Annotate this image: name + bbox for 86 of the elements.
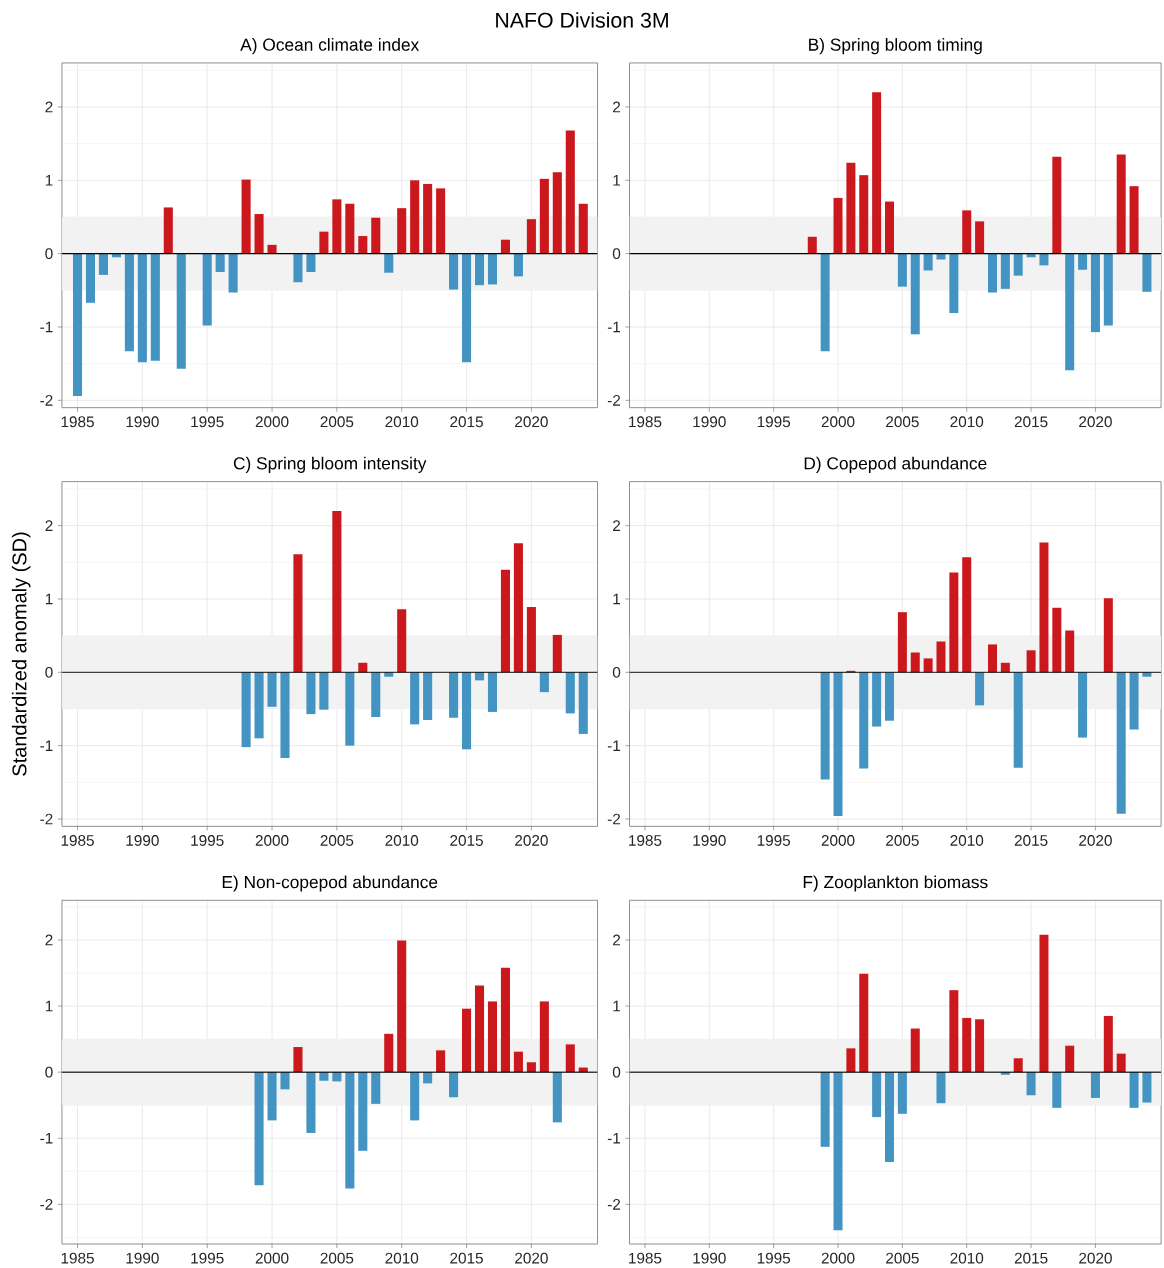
x-tick-label: 1985: [61, 416, 94, 428]
y-tick-label: -1: [607, 740, 621, 751]
y-tick-label: 2: [613, 101, 620, 113]
x-tick-label: 2015: [450, 416, 483, 428]
y-tick-label: -2: [607, 813, 620, 825]
x-tick-label: 1995: [191, 416, 224, 428]
y-tick-label: 0: [612, 666, 621, 678]
y-tick-label: 0: [612, 248, 621, 260]
y-tick-label: -1: [607, 321, 621, 333]
x-tick-label: 2010: [385, 416, 419, 428]
y-tick-label: 0: [45, 666, 53, 678]
x-tick-label: 1985: [629, 1252, 662, 1264]
x-tick-label: 2005: [886, 1252, 919, 1264]
x-tick-label: 2000: [821, 1252, 855, 1264]
y-tick-label: 1: [613, 1000, 621, 1012]
y-tick-label: -1: [607, 1132, 621, 1144]
x-tick-label: 2020: [1079, 416, 1112, 428]
x-tick-label: 1995: [191, 1252, 224, 1264]
y-tick-label: 2: [45, 934, 53, 946]
y-tick-label: 0: [45, 248, 53, 260]
x-tick-label: 1995: [191, 835, 224, 846]
x-tick-label: 2010: [950, 416, 984, 428]
y-tick-label: 0: [612, 1066, 621, 1078]
x-tick-label: 2000: [255, 835, 289, 846]
x-tick-label: 1985: [629, 835, 662, 846]
x-tick-label: 1990: [693, 416, 726, 428]
x-tick-label: 2000: [255, 1252, 289, 1264]
y-tick-label: 2: [45, 520, 53, 531]
y-tick-label: 2: [613, 934, 620, 946]
x-tick-label: 2015: [1014, 416, 1048, 428]
y-axis-title: Standardized anomaly (SD): [11, 532, 31, 776]
y-tick-label: -2: [40, 813, 53, 825]
x-tick-label: 1995: [757, 835, 791, 846]
y-tick-label: 1: [613, 593, 621, 605]
x-tick-label: 2020: [515, 1252, 548, 1264]
chart-title: F) Zooplankton biomass: [803, 875, 988, 892]
x-tick-label: 2015: [450, 835, 483, 846]
y-tick-label: 2: [613, 520, 620, 531]
x-tick-label: 2005: [320, 835, 354, 846]
y-tick-label: 1: [613, 175, 621, 186]
x-tick-label: 2020: [1079, 835, 1112, 846]
chart-title: C) Spring bloom intensity: [233, 456, 427, 473]
y-tick-label: 1: [45, 593, 53, 605]
x-tick-label: 2005: [320, 1252, 354, 1264]
y-tick-label: 1: [45, 175, 53, 186]
x-tick-label: 2010: [950, 835, 984, 846]
x-tick-label: 1990: [693, 1252, 726, 1264]
x-tick-label: 1985: [61, 835, 94, 846]
x-tick-label: 1990: [126, 835, 159, 846]
y-tick-label: 1: [45, 1000, 53, 1012]
x-tick-label: 2000: [821, 416, 855, 428]
x-tick-label: 2015: [450, 1252, 483, 1264]
x-tick-label: 1985: [629, 416, 662, 428]
x-tick-label: 2010: [385, 835, 419, 846]
x-tick-label: 1995: [757, 416, 791, 428]
x-tick-label: 2005: [320, 416, 354, 428]
chart-title: A) Ocean climate index: [240, 38, 420, 55]
x-tick-label: 2005: [886, 416, 919, 428]
chart-title: B) Spring bloom timing: [809, 38, 982, 55]
x-tick-label: 2010: [385, 1252, 419, 1264]
y-tick-label: -1: [40, 321, 53, 333]
x-tick-label: 1990: [126, 416, 159, 428]
x-tick-label: 2015: [1014, 835, 1048, 846]
chart-title: D) Copepod abundance: [804, 456, 987, 473]
x-tick-label: 2005: [886, 835, 919, 846]
y-tick-label: 2: [45, 101, 53, 113]
x-tick-label: 1995: [757, 1252, 791, 1264]
y-tick-label: -1: [40, 740, 53, 751]
x-tick-label: 2000: [255, 416, 289, 428]
y-tick-label: 0: [45, 1066, 53, 1078]
y-tick-label: -1: [40, 1132, 53, 1144]
x-tick-label: 1990: [126, 1252, 159, 1264]
x-tick-label: 2020: [515, 416, 548, 428]
x-tick-label: 2020: [1079, 1252, 1112, 1264]
chart-title: E) Non-copepod abundance: [222, 875, 438, 892]
y-tick-label: -2: [40, 394, 53, 406]
text: NAFO Division 3M: [496, 12, 668, 28]
x-tick-label: 1990: [693, 835, 726, 846]
y-tick-label: -2: [607, 1199, 620, 1210]
x-tick-label: 1985: [61, 1252, 94, 1264]
y-tick-label: -2: [40, 1199, 53, 1210]
x-tick-label: 2015: [1014, 1252, 1048, 1264]
x-tick-label: 2010: [950, 1252, 984, 1264]
x-tick-label: 2000: [821, 835, 855, 846]
y-tick-label: -2: [607, 394, 620, 406]
x-tick-label: 2020: [515, 835, 548, 846]
